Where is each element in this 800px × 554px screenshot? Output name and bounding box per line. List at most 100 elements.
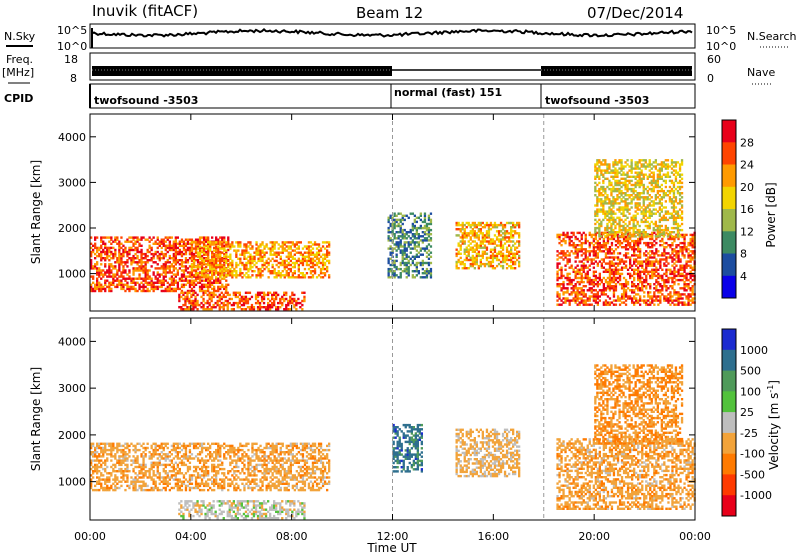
heatmap-cell <box>213 249 216 252</box>
heatmap-cell <box>403 235 406 238</box>
heatmap-cell <box>662 216 665 219</box>
heatmap-cell <box>102 250 105 254</box>
heatmap-cell <box>176 242 179 245</box>
heatmap-cell <box>190 265 194 268</box>
heatmap-cell <box>98 254 101 258</box>
heatmap-cell <box>473 221 476 225</box>
heatmap-cell <box>481 250 484 253</box>
heatmap-cell <box>639 254 642 257</box>
heatmap-cell <box>582 291 585 294</box>
heatmap-cell <box>188 289 192 293</box>
heatmap-cell <box>570 244 573 247</box>
heatmap-cell <box>683 244 686 247</box>
heatmap-cell <box>136 248 139 252</box>
heatmap-cell <box>580 272 583 276</box>
heatmap-cell <box>104 250 107 254</box>
heatmap-cell <box>205 247 208 250</box>
heatmap-cell <box>614 218 617 222</box>
heatmap-cell <box>200 285 204 289</box>
heatmap-cell <box>108 273 111 276</box>
heatmap-cell <box>275 297 278 301</box>
heatmap-cell <box>669 291 672 294</box>
heatmap-cell <box>664 192 667 195</box>
heatmap-cell <box>215 254 218 258</box>
nave-tick-bottom: 0 <box>707 72 714 85</box>
heatmap-cell <box>510 264 513 268</box>
heatmap-cell <box>265 265 268 269</box>
heatmap-cell <box>196 267 200 271</box>
heatmap-cell <box>645 266 648 269</box>
heatmap-cell <box>461 228 464 231</box>
heatmap-cell <box>512 262 515 266</box>
heatmap-cell <box>455 252 458 255</box>
heatmap-cell <box>154 250 157 254</box>
heatmap-cell <box>423 247 427 250</box>
heatmap-cell <box>618 187 621 191</box>
heatmap-cell <box>664 228 667 232</box>
heatmap-cell <box>162 283 165 286</box>
heatmap-cell <box>277 274 280 277</box>
heatmap-cell <box>654 167 657 170</box>
heatmap-cell <box>489 254 493 258</box>
heatmap-cell <box>624 214 627 217</box>
heatmap-cell <box>562 280 565 284</box>
heatmap-cell <box>423 220 427 224</box>
heatmap-cell <box>293 261 296 265</box>
heatmap-cell <box>572 241 575 245</box>
heatmap-cell <box>655 270 658 273</box>
heatmap-cell <box>128 275 131 278</box>
heatmap-cell <box>174 281 177 284</box>
heatmap-cell <box>481 254 484 258</box>
heatmap-cell <box>618 183 621 187</box>
heatmap-cell <box>405 263 408 267</box>
heatmap-cell <box>685 248 688 251</box>
heatmap-cell <box>598 167 601 170</box>
heatmap-cell <box>662 233 665 236</box>
heatmap-cell <box>188 252 192 256</box>
heatmap-cell <box>650 167 653 170</box>
heatmap-cell <box>689 244 692 247</box>
heatmap-cell <box>166 250 169 254</box>
heatmap-cell <box>473 262 476 266</box>
heatmap-cell <box>560 272 563 276</box>
heatmap-cell <box>691 274 694 278</box>
heatmap-cell <box>136 250 139 254</box>
heatmap-cell <box>501 264 505 268</box>
heatmap-cell <box>576 256 579 259</box>
heatmap-cell <box>172 287 175 291</box>
heatmap-cell <box>685 297 688 300</box>
heatmap-cell <box>257 259 260 263</box>
heatmap-cell <box>610 202 613 205</box>
heatmap-cell <box>227 272 230 275</box>
heatmap-cell <box>90 285 93 289</box>
heatmap-cell <box>616 187 619 191</box>
heatmap-cell <box>477 230 480 233</box>
heatmap-cell <box>217 250 220 254</box>
heatmap-cell <box>673 268 676 271</box>
heatmap-cell <box>403 263 406 267</box>
heatmap-cell <box>198 285 202 289</box>
heatmap-cell <box>598 228 601 232</box>
heatmap-cell <box>142 271 145 274</box>
heatmap-cell <box>558 252 561 255</box>
heatmap-cell <box>572 268 575 271</box>
cpid-label: CPID <box>4 92 33 105</box>
heatmap-cell <box>289 299 292 303</box>
heatmap-cell <box>647 264 650 267</box>
heatmap-cell <box>393 235 396 238</box>
heatmap-cell <box>594 299 597 302</box>
heatmap-cell <box>594 293 597 296</box>
heatmap-cell <box>138 273 141 276</box>
heatmap-cell <box>315 257 319 260</box>
heatmap-cell <box>421 261 424 265</box>
heatmap-cell <box>661 278 664 282</box>
heatmap-cell <box>648 235 651 238</box>
heatmap-cell <box>604 301 608 304</box>
heatmap-cell <box>600 291 603 294</box>
heatmap-cell <box>190 252 194 256</box>
heatmap-cell <box>651 244 654 247</box>
heatmap-cell <box>604 202 607 205</box>
heatmap-cell <box>186 299 189 303</box>
heatmap-cell <box>629 256 632 259</box>
heatmap-cell <box>144 273 147 276</box>
